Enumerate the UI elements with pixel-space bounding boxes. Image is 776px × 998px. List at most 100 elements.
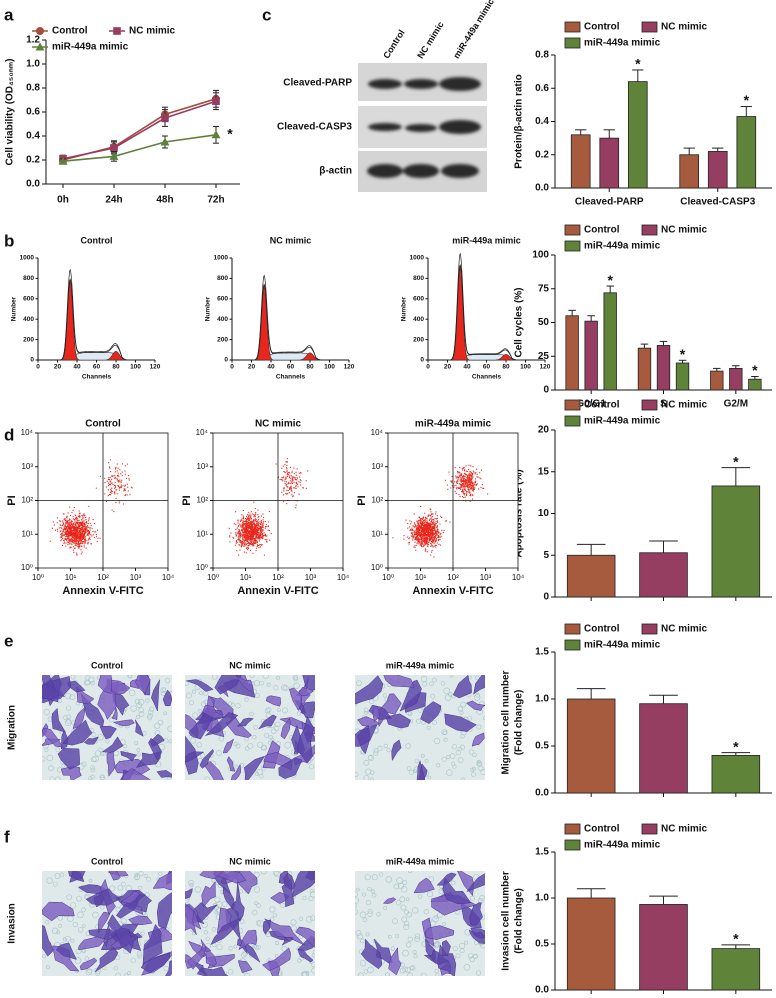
- event-dot: [257, 522, 259, 524]
- pore: [430, 693, 436, 699]
- event-dot: [67, 544, 69, 546]
- x-tick-label: 100: [520, 364, 531, 371]
- event-dot: [472, 488, 475, 490]
- event-dot: [251, 539, 253, 541]
- event-dot: [79, 536, 81, 538]
- event-dot: [255, 511, 257, 514]
- event-dot: [424, 534, 426, 536]
- pore: [406, 766, 412, 771]
- event-dot: [244, 543, 246, 545]
- event-dot: [117, 472, 119, 474]
- blot-band: [439, 77, 481, 91]
- event-dot: [474, 482, 476, 484]
- event-dot: [295, 471, 297, 473]
- event-dot: [87, 542, 89, 544]
- event-dot: [435, 518, 438, 520]
- bar: [707, 151, 728, 189]
- cell: [202, 704, 227, 719]
- event-dot: [464, 473, 467, 475]
- pore: [90, 765, 95, 770]
- event-dot: [242, 536, 244, 538]
- pore: [117, 884, 124, 891]
- event-dot: [257, 544, 259, 547]
- event-dot: [244, 541, 246, 543]
- event-dot: [68, 530, 70, 532]
- event-dot: [81, 521, 83, 523]
- event-dot: [257, 516, 259, 518]
- event-dot: [130, 486, 132, 488]
- pore: [52, 881, 58, 887]
- event-dot: [95, 536, 98, 538]
- event-dot: [461, 485, 463, 488]
- event-dot: [417, 534, 419, 536]
- event-dot: [83, 513, 85, 515]
- event-dot: [251, 534, 254, 536]
- event-dot: [73, 522, 75, 524]
- event-dot: [248, 515, 250, 518]
- event-dot: [249, 536, 251, 538]
- event-dot: [261, 524, 263, 526]
- cell: [214, 675, 242, 695]
- event-dot: [428, 542, 430, 544]
- event-dot: [433, 521, 435, 523]
- event-dot: [302, 487, 304, 489]
- event-dot: [416, 536, 418, 538]
- event-dot: [255, 539, 257, 541]
- event-dot: [426, 529, 429, 531]
- event-dot: [63, 530, 65, 532]
- event-dot: [462, 483, 465, 485]
- event-dot: [424, 527, 426, 530]
- pore: [271, 728, 277, 734]
- event-dot: [257, 514, 259, 516]
- event-dot: [464, 476, 466, 478]
- event-dot: [115, 501, 117, 504]
- event-dot: [423, 527, 425, 529]
- event-dot: [284, 483, 286, 485]
- event-dot: [285, 478, 287, 480]
- event-dot: [285, 484, 287, 486]
- event-dot: [255, 541, 257, 543]
- event-dot: [75, 537, 77, 539]
- pore: [253, 680, 261, 687]
- event-dot: [92, 531, 94, 533]
- event-dot: [74, 536, 77, 538]
- event-dot: [239, 537, 241, 539]
- pore: [358, 972, 364, 976]
- event-dot: [238, 537, 240, 539]
- event-dot: [241, 541, 243, 543]
- event-dot: [78, 547, 80, 549]
- bar: [711, 755, 761, 794]
- event-dot: [251, 523, 253, 525]
- event-dot: [433, 536, 435, 539]
- x-tick-label: 120: [344, 364, 355, 371]
- event-dot: [425, 534, 427, 537]
- pore: [273, 871, 279, 876]
- event-dot: [251, 525, 253, 527]
- event-dot: [121, 474, 123, 477]
- event-dot: [120, 484, 122, 486]
- pore: [69, 902, 77, 909]
- event-dot: [413, 526, 415, 528]
- event-dot: [74, 520, 76, 522]
- event-dot: [431, 521, 433, 523]
- event-dot: [465, 483, 467, 485]
- event-dot: [430, 517, 432, 519]
- event-dot: [83, 525, 86, 527]
- event-dot: [235, 532, 237, 534]
- event-dot: [76, 533, 78, 535]
- event-dot: [83, 535, 85, 538]
- event-dot: [264, 538, 266, 541]
- event-dot: [256, 542, 258, 544]
- event-dot: [450, 487, 452, 489]
- pore: [377, 745, 383, 751]
- event-dot: [71, 533, 73, 535]
- row-label: Invasion: [7, 903, 18, 944]
- error-bar: [732, 365, 740, 369]
- event-dot: [261, 530, 263, 532]
- event-dot: [287, 493, 289, 495]
- event-dot: [87, 543, 89, 545]
- event-dot: [75, 526, 77, 528]
- event-dot: [462, 480, 464, 482]
- event-dot: [77, 529, 79, 531]
- event-dot: [104, 482, 106, 484]
